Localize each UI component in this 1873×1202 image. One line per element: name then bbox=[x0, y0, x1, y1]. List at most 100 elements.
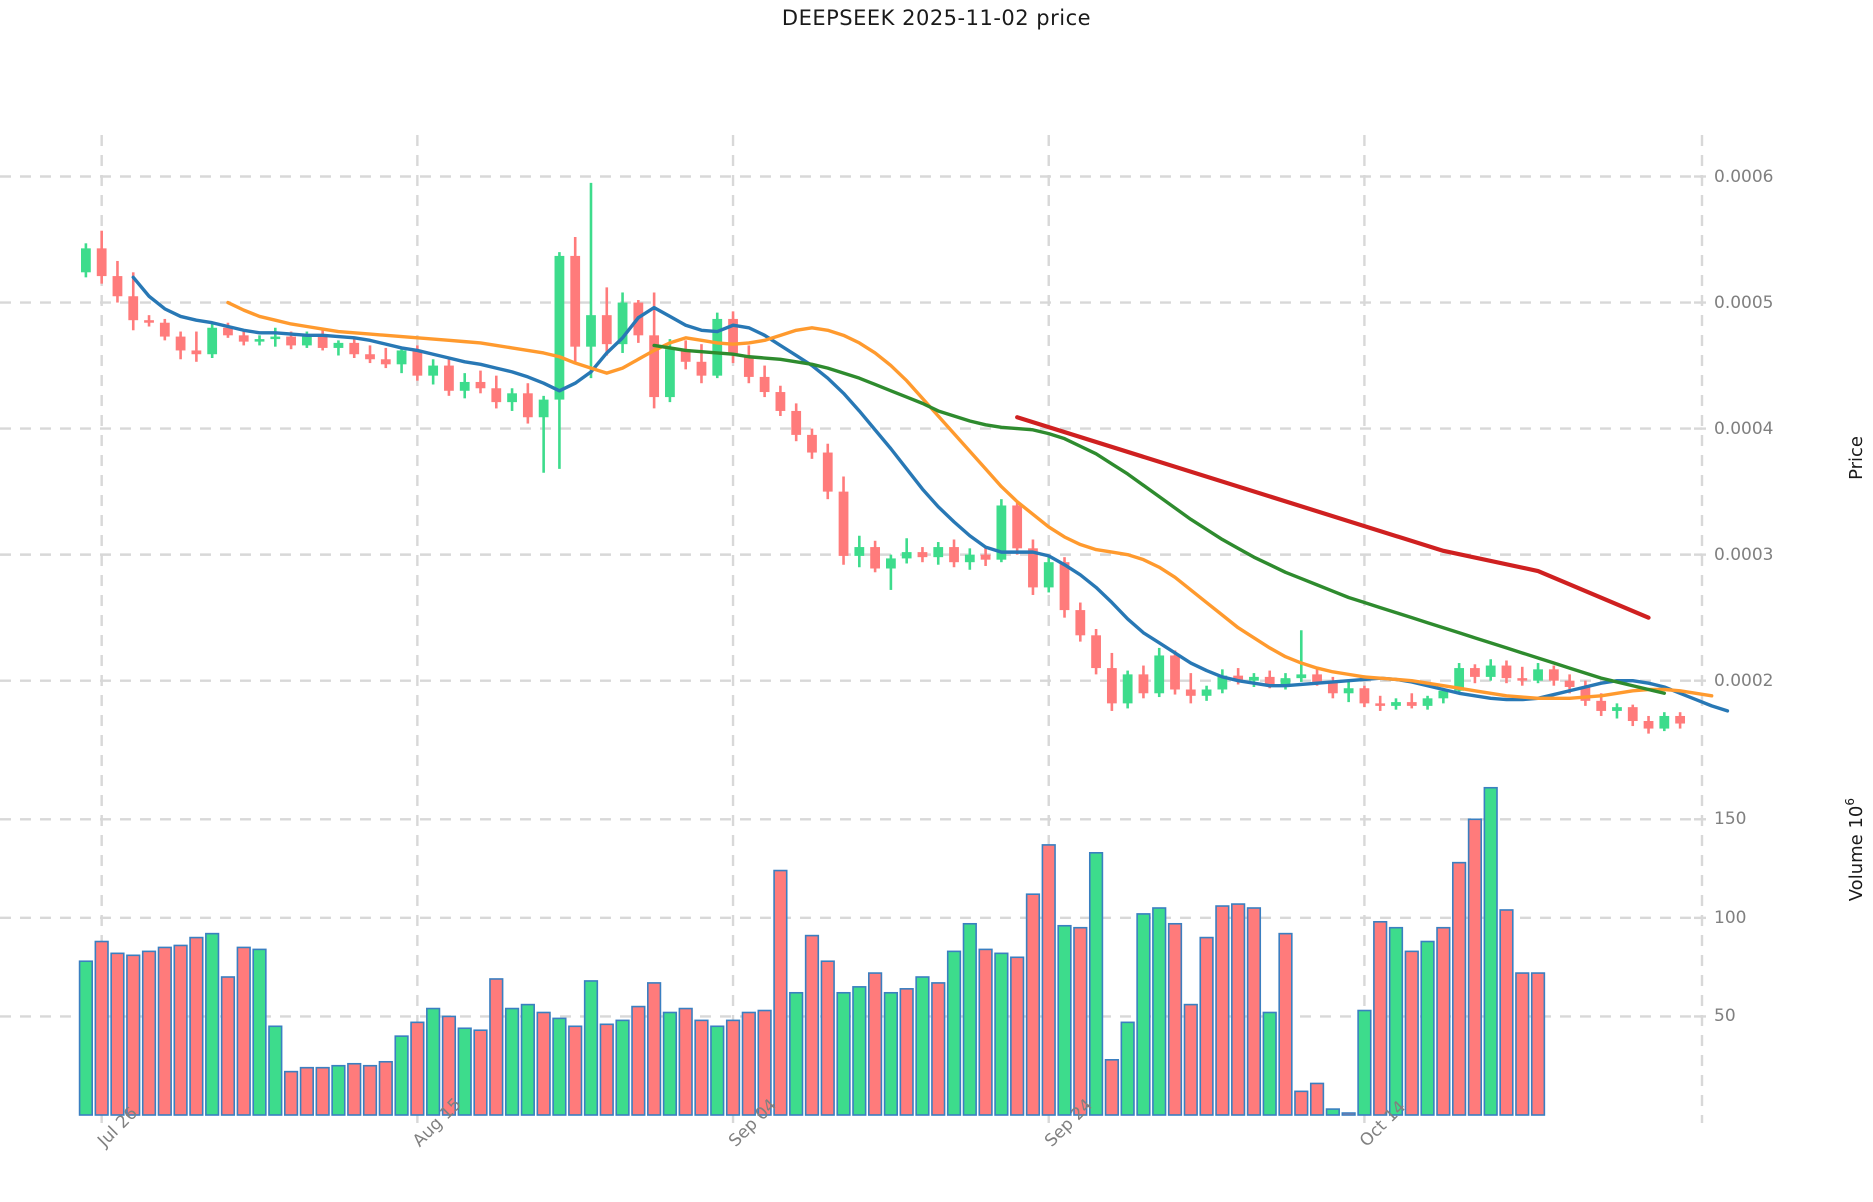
volume-bar bbox=[1104, 1059, 1119, 1116]
ma-line-ma_long bbox=[652, 343, 1667, 695]
candle-body bbox=[349, 342, 360, 355]
candle-body bbox=[696, 361, 707, 376]
volume-bar bbox=[820, 960, 835, 1116]
candle-body bbox=[1643, 721, 1654, 729]
volume-bar bbox=[852, 986, 867, 1116]
volume-bar bbox=[1167, 922, 1183, 1116]
candle-body bbox=[207, 327, 218, 355]
candle-body bbox=[712, 318, 723, 376]
volume-bar bbox=[915, 976, 930, 1116]
candle-body bbox=[1359, 688, 1370, 704]
volume-bar bbox=[1183, 1003, 1198, 1116]
candle-body bbox=[1059, 562, 1070, 611]
volume-bar bbox=[867, 972, 883, 1116]
candle-body bbox=[238, 335, 249, 342]
candle-body bbox=[870, 547, 881, 569]
price-tick-label: 0.0004 bbox=[1714, 418, 1774, 439]
price-tick-label: 0.0006 bbox=[1714, 166, 1774, 187]
volume-bar bbox=[504, 1007, 520, 1116]
volume-bar bbox=[1420, 940, 1435, 1116]
grid-lines bbox=[0, 135, 1704, 1123]
volume-bar bbox=[946, 950, 962, 1116]
candle-body bbox=[1470, 668, 1480, 677]
candle-body bbox=[270, 336, 281, 340]
volume-bar bbox=[694, 1019, 709, 1116]
volume-bar bbox=[268, 1025, 283, 1116]
volume-tick-label: 150 bbox=[1714, 809, 1747, 830]
candle-body bbox=[159, 322, 170, 337]
volume-bar bbox=[883, 991, 899, 1116]
volume-bar bbox=[410, 1021, 425, 1116]
volume-bar bbox=[520, 1003, 535, 1116]
candle-body bbox=[1438, 690, 1449, 699]
volume-bar bbox=[1404, 950, 1419, 1116]
candle-body bbox=[144, 320, 154, 323]
candle-body bbox=[1517, 678, 1528, 681]
volume-bar bbox=[568, 1025, 583, 1116]
volume-bar bbox=[489, 978, 504, 1116]
volume-bar bbox=[94, 940, 109, 1116]
price-tick-label: 0.0005 bbox=[1714, 292, 1774, 313]
volume-bar bbox=[1388, 926, 1404, 1116]
volume-bar bbox=[994, 952, 1009, 1116]
candle-body bbox=[1312, 674, 1322, 682]
candle-body bbox=[317, 335, 328, 348]
candle-body bbox=[649, 335, 660, 398]
candle-body bbox=[538, 399, 549, 418]
candle-body bbox=[1675, 715, 1686, 724]
volume-bar bbox=[1199, 936, 1214, 1116]
price-tick-label: 0.0002 bbox=[1714, 670, 1774, 691]
chart-title: DEEPSEEK 2025-11-02 price bbox=[781, 6, 1092, 30]
volume-bar bbox=[899, 988, 914, 1116]
volume-bar bbox=[1499, 909, 1514, 1116]
volume-bar bbox=[126, 954, 141, 1116]
volume-bar bbox=[362, 1064, 378, 1116]
candle-body bbox=[854, 547, 865, 556]
candle-body bbox=[822, 452, 833, 492]
candle-body bbox=[1233, 675, 1244, 681]
candle-body bbox=[885, 558, 896, 569]
volume-bar bbox=[205, 932, 220, 1116]
candle-body bbox=[1454, 668, 1465, 691]
volume-bar bbox=[631, 1005, 646, 1116]
candle-body bbox=[617, 302, 628, 345]
trend-line bbox=[1015, 415, 1651, 620]
candle-body bbox=[1249, 676, 1259, 681]
candle-body bbox=[759, 376, 770, 393]
candle-body bbox=[1327, 681, 1338, 694]
candle-body bbox=[1106, 668, 1117, 704]
candle-body bbox=[1501, 665, 1512, 679]
volume-bar bbox=[347, 1062, 362, 1116]
candle-body bbox=[680, 349, 691, 362]
volume-bar bbox=[1262, 1011, 1277, 1116]
volume-bar bbox=[931, 982, 946, 1116]
volume-bar bbox=[220, 976, 236, 1116]
volume-bar bbox=[394, 1035, 409, 1116]
candle-body bbox=[175, 336, 186, 351]
candle-body bbox=[507, 393, 517, 403]
volume-bar bbox=[1483, 786, 1498, 1116]
candle-body bbox=[112, 276, 123, 297]
volume-bar bbox=[1530, 972, 1546, 1116]
candle-body bbox=[491, 388, 502, 403]
candle-body bbox=[1580, 686, 1591, 701]
candle-body bbox=[1138, 674, 1149, 694]
volume-bars bbox=[78, 786, 1546, 1116]
candle-body bbox=[1075, 610, 1086, 636]
volume-bar bbox=[725, 1019, 741, 1116]
candle-body bbox=[901, 552, 912, 559]
volume-bar bbox=[1231, 903, 1246, 1116]
volume-bar bbox=[141, 950, 157, 1116]
candle-body bbox=[1185, 689, 1196, 696]
candle-body bbox=[554, 255, 565, 400]
candle-body bbox=[949, 547, 959, 563]
candle-body bbox=[1154, 655, 1165, 694]
volume-bar bbox=[710, 1025, 725, 1116]
candle-body bbox=[1122, 674, 1133, 704]
candle-body bbox=[223, 327, 233, 336]
volume-bar bbox=[1073, 926, 1088, 1116]
candlesticks bbox=[80, 182, 1686, 734]
candle-body bbox=[1485, 665, 1496, 677]
volume-bar bbox=[1309, 1082, 1325, 1116]
